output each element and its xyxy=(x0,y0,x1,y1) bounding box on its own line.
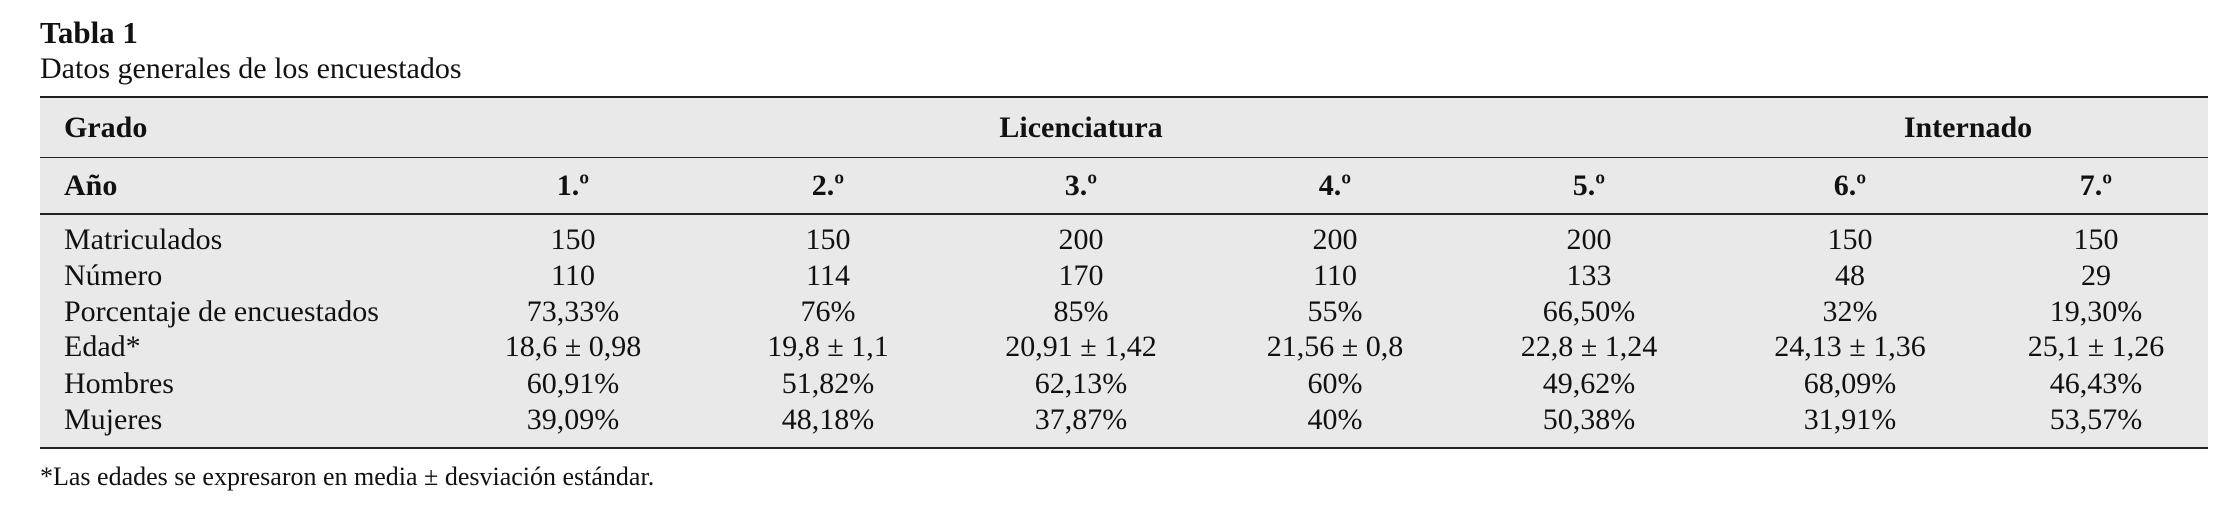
group-header: Internado xyxy=(1903,111,2033,144)
cell: 25,1 ± 1,26 xyxy=(2027,330,2165,363)
group-header: Licenciatura xyxy=(999,111,1163,144)
cell: 73,33% xyxy=(526,295,620,328)
cell: 114 xyxy=(806,259,850,292)
cell: 37,87% xyxy=(1034,403,1128,436)
column-header: 7.º xyxy=(2079,169,2113,202)
row-label: Porcentaje de encuestados xyxy=(64,295,379,328)
cell: 18,6 ± 0,98 xyxy=(504,330,642,363)
cell: 150 xyxy=(550,223,596,256)
cell: 62,13% xyxy=(1034,367,1128,400)
table-title: Tabla 1 xyxy=(40,15,138,50)
row-label: Mujeres xyxy=(64,403,163,436)
cell: 68,09% xyxy=(1803,367,1897,400)
cell: 19,8 ± 1,1 xyxy=(767,330,889,363)
table-background xyxy=(40,97,2208,448)
rule xyxy=(40,447,2208,449)
cell: 60% xyxy=(1307,367,1363,400)
cell: 85% xyxy=(1053,295,1109,328)
cell: 49,62% xyxy=(1542,367,1636,400)
cell: 22,8 ± 1,24 xyxy=(1520,330,1658,363)
cell: 29 xyxy=(2081,259,2111,292)
row-label: Número xyxy=(64,259,163,292)
cell: 76% xyxy=(800,295,856,328)
cell: 53,57% xyxy=(2049,403,2143,436)
cell: 150 xyxy=(805,223,851,256)
cell: 133 xyxy=(1566,259,1612,292)
cell: 110 xyxy=(551,259,595,292)
cell: 20,91 ± 1,42 xyxy=(1005,330,1157,363)
column-header: 4.º xyxy=(1318,169,1352,202)
cell: 48 xyxy=(1835,259,1865,292)
cell: 32% xyxy=(1822,295,1878,328)
header-label: Año xyxy=(64,169,118,202)
cell: 60,91% xyxy=(526,367,620,400)
cell: 50,38% xyxy=(1542,403,1636,436)
column-header: 6.º xyxy=(1833,169,1867,202)
cell: 39,09% xyxy=(526,403,620,436)
row-label: Hombres xyxy=(64,367,174,400)
rule xyxy=(40,213,2208,215)
cell: 110 xyxy=(1313,259,1357,292)
cell: 51,82% xyxy=(781,367,875,400)
cell: 150 xyxy=(2073,223,2119,256)
cell: 19,30% xyxy=(2049,295,2143,328)
rule xyxy=(40,96,2208,98)
column-header: 5.º xyxy=(1572,169,1606,202)
cell: 24,13 ± 1,36 xyxy=(1774,330,1926,363)
cell: 200 xyxy=(1312,223,1358,256)
header-label: Grado xyxy=(64,111,148,144)
cell: 21,56 ± 0,8 xyxy=(1266,330,1404,363)
footnote: *Las edades se expresaron en media ± des… xyxy=(40,462,655,491)
rule xyxy=(40,157,2208,158)
cell: 170 xyxy=(1058,259,1104,292)
column-header: 3.º xyxy=(1064,169,1098,202)
cell: 31,91% xyxy=(1803,403,1897,436)
row-label: Matriculados xyxy=(64,223,223,256)
cell: 55% xyxy=(1307,295,1363,328)
cell: 40% xyxy=(1307,403,1363,436)
cell: 200 xyxy=(1058,223,1104,256)
cell: 150 xyxy=(1827,223,1873,256)
column-header: 1.º xyxy=(556,169,590,202)
row-label: Edad* xyxy=(64,330,141,363)
cell: 48,18% xyxy=(781,403,875,436)
table-subtitle: Datos generales de los encuestados xyxy=(40,52,462,85)
cell: 46,43% xyxy=(2049,367,2143,400)
cell: 66,50% xyxy=(1542,295,1636,328)
column-header: 2.º xyxy=(811,169,845,202)
cell: 200 xyxy=(1566,223,1612,256)
